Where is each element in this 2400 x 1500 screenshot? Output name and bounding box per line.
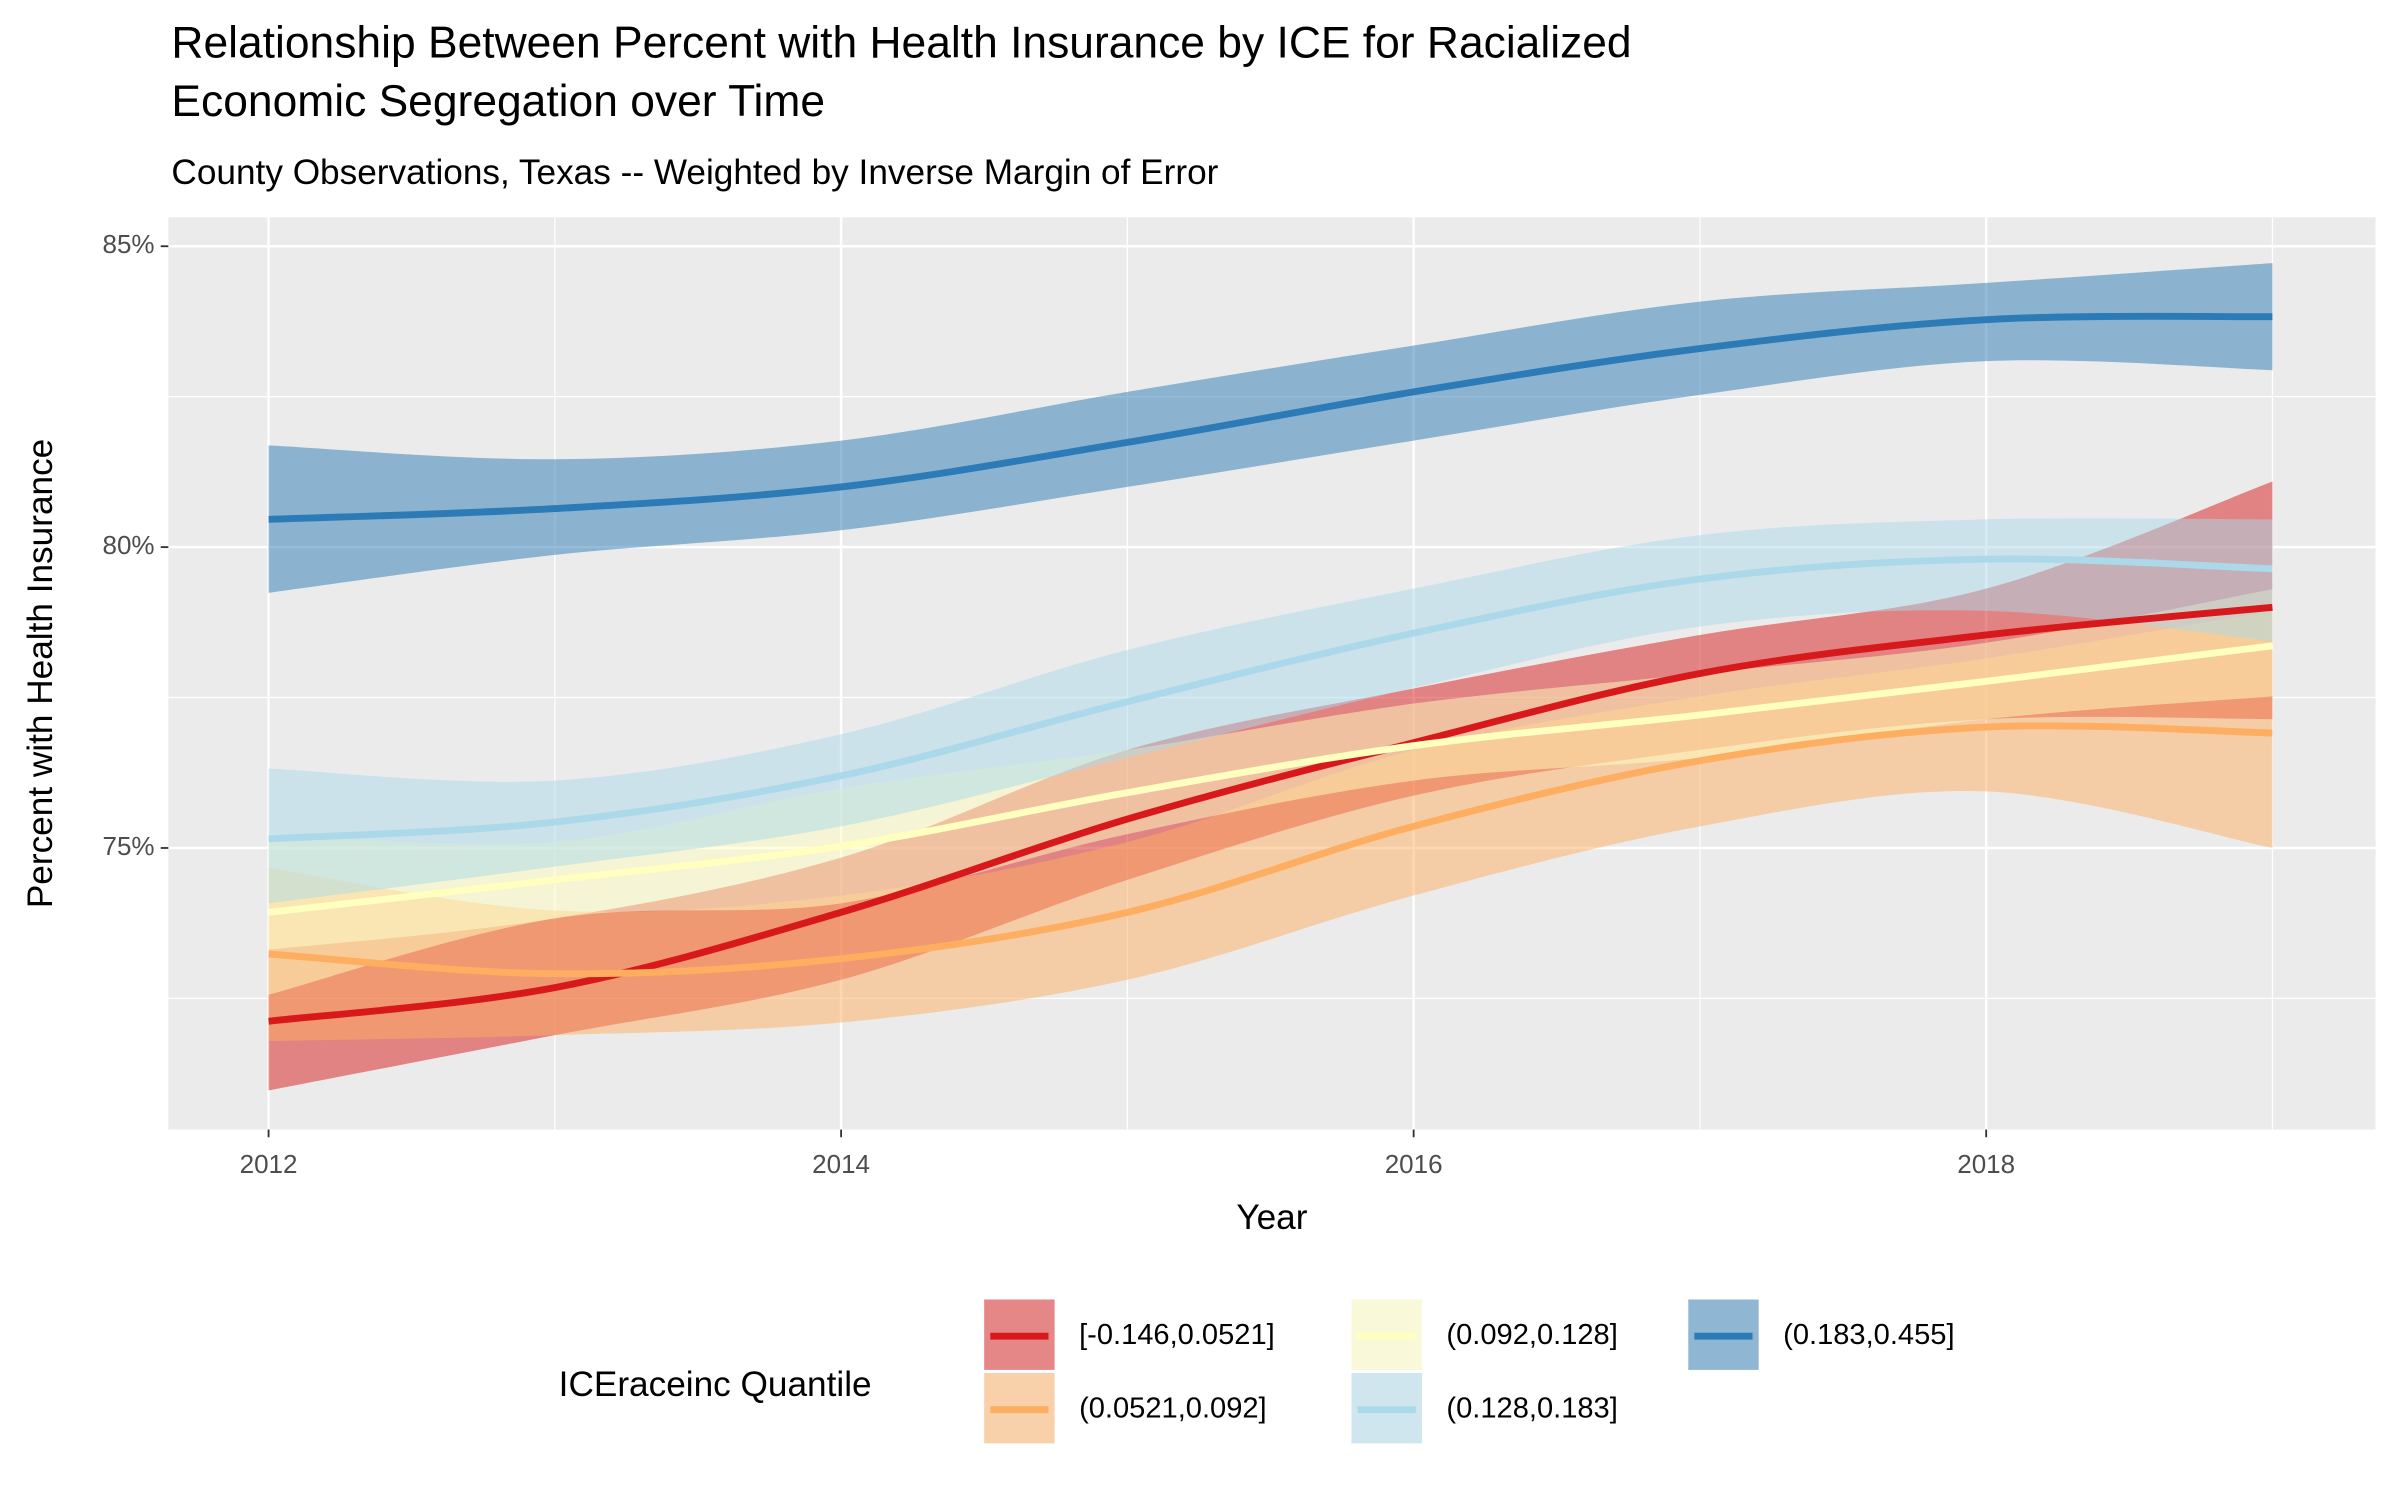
chart-title: Economic Segregation over Time [171,77,825,126]
x-tick-label: 2018 [1957,1149,2015,1179]
y-tick-label: 75% [103,831,155,861]
legend-label: (0.183,0.455] [1783,1319,1954,1351]
y-tick-label: 80% [103,530,155,560]
confidence-band [268,589,2273,995]
y-tick-label: 85% [103,229,155,259]
x-tick-label: 2014 [812,1149,870,1179]
legend-title: ICEraceinc Quantile [559,1365,872,1404]
legend-label: [-0.146,0.0521] [1079,1319,1275,1351]
line [268,312,2273,523]
x-axis-title: Year [1236,1198,1307,1237]
legend-label: (0.092,0.128] [1446,1319,1617,1351]
line [268,642,2273,916]
x-tick-label: 2016 [1385,1149,1443,1179]
lines [268,312,2273,1025]
line [268,555,2273,843]
chart-subtitle: County Observations, Texas -- Weighted b… [171,153,1218,192]
line [268,722,2273,978]
line [268,603,2273,1025]
legend-label: (0.128,0.183] [1446,1392,1617,1424]
chart-title: Relationship Between Percent with Health… [171,19,1631,68]
confidence-band [268,518,2273,904]
y-axis-title: Percent with Health Insurance [21,439,60,908]
legend-label: (0.0521,0.092] [1079,1392,1267,1424]
x-tick-label: 2012 [240,1149,298,1179]
confidence-band [268,263,2273,593]
legend: [-0.146,0.0521] (0.0521,0.092] (0.092,0.12… [984,1299,1955,1444]
